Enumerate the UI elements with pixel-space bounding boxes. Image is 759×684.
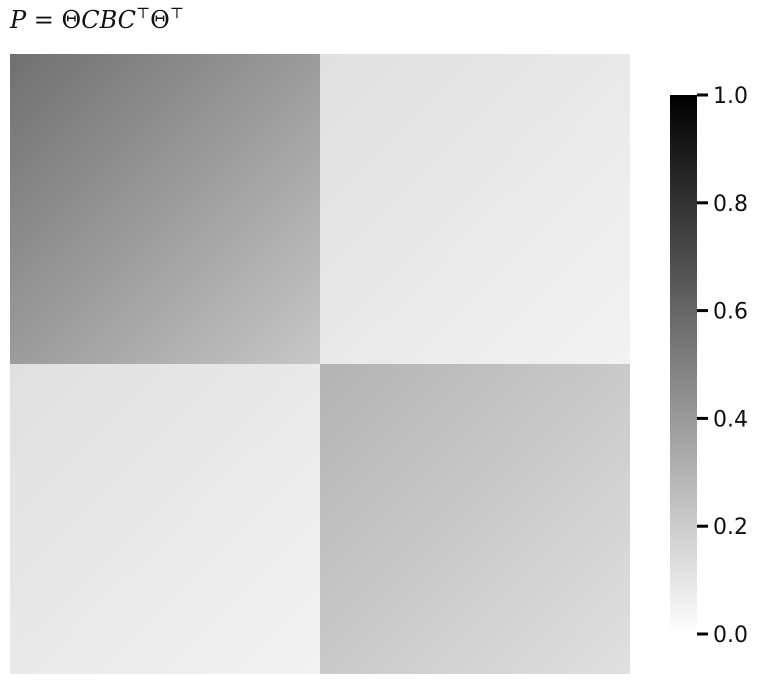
title-equals: = [26,6,62,34]
colorbar-tick-label: 1.0 [713,84,748,109]
title-p: P [10,6,27,34]
heatmap-block-r1-c1 [320,364,630,674]
heatmap-cells [10,54,630,674]
chart-title: P = ΘCBC⊤Θ⊤ [10,4,184,34]
title-transpose-1: ⊤ [136,4,151,22]
title-transpose-2: ⊤ [169,4,184,22]
colorbar-tick-label: 0.0 [713,623,748,648]
title-cbc: CBC [81,6,137,34]
colorbar: 0.0 0.2 0.4 0.6 0.8 1.0 [670,84,748,648]
title-theta-2: Θ [150,6,170,34]
colorbar-tick-label: 0.4 [713,407,748,432]
heatmap-block-r0-c0 [10,54,320,364]
heatmap-block-r0-c1 [320,54,630,364]
colorbar-tick-label: 0.6 [713,300,748,325]
title-theta-1: Θ [61,6,82,34]
colorbar-tick-label: 0.8 [713,192,748,217]
heatmap-block-r1-c0 [10,364,320,674]
colorbar-gradient [670,95,697,634]
colorbar-tick-label: 0.2 [713,515,748,540]
